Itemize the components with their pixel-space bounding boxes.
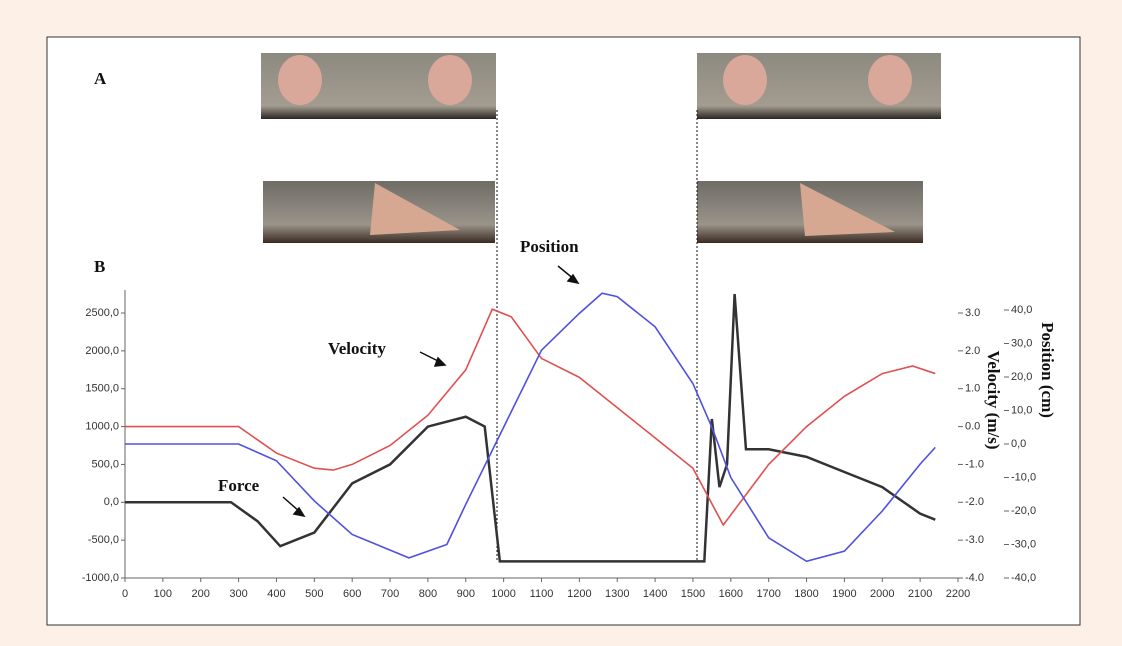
x-tick-label: 1200 xyxy=(567,588,591,600)
y-tick-label: -1000,0 xyxy=(82,572,119,584)
x-tick-label: 700 xyxy=(381,588,399,600)
y2-tick-label: 1.0 xyxy=(965,383,980,395)
y2-tick-label: 2.0 xyxy=(965,345,980,357)
x-tick-label: 300 xyxy=(229,588,247,600)
y2-tick-label: -3.0 xyxy=(965,534,984,546)
y3-label: Position (cm) xyxy=(1038,322,1057,418)
x-tick-label: 1300 xyxy=(605,588,629,600)
x-tick-label: 1800 xyxy=(794,588,818,600)
series-line xyxy=(125,293,936,563)
arrows xyxy=(282,265,580,518)
x-tick-label: 800 xyxy=(419,588,437,600)
x-tick-label: 600 xyxy=(343,588,361,600)
y-tick-label: 1500,0 xyxy=(85,383,119,395)
x-tick-label: 1500 xyxy=(681,588,705,600)
x-tick-label: 0 xyxy=(122,588,128,600)
y2-tick-label: -2.0 xyxy=(965,496,984,508)
y2-tick-label: 0.0 xyxy=(965,420,980,432)
foot xyxy=(868,55,912,105)
y2-tick-label: -1.0 xyxy=(965,458,984,470)
x-tick-label: 500 xyxy=(305,588,323,600)
x-tick-label: 1400 xyxy=(643,588,667,600)
x-tick-label: 2100 xyxy=(908,588,932,600)
y-tick-label: 500,0 xyxy=(91,458,119,470)
annotation: Position xyxy=(520,237,579,256)
y3-tick-label: 30,0 xyxy=(1011,337,1032,349)
series-line xyxy=(125,292,936,563)
y-tick-label: 2000,0 xyxy=(85,345,119,357)
foot xyxy=(428,55,472,105)
annotation: Velocity xyxy=(328,339,386,358)
y-tick-label: -500,0 xyxy=(88,534,119,546)
x-tick-label: 900 xyxy=(457,588,475,600)
x-tick-label: 400 xyxy=(267,588,285,600)
x-tick-label: 2000 xyxy=(870,588,894,600)
series-line xyxy=(125,308,936,527)
y3-tick-label: -10,0 xyxy=(1011,471,1036,483)
y3-tick-label: 10,0 xyxy=(1011,404,1032,416)
frame xyxy=(46,36,1081,626)
y3-tick-label: -40,0 xyxy=(1011,572,1036,584)
foot xyxy=(278,55,322,105)
x-tick-label: 200 xyxy=(192,588,210,600)
annotation: Force xyxy=(218,476,260,495)
y-tick-label: 2500,0 xyxy=(85,307,119,319)
y3-tick-label: 0,0 xyxy=(1011,438,1026,450)
y2-tick-label: -4.0 xyxy=(965,572,984,584)
y3-tick-label: -30,0 xyxy=(1011,538,1036,550)
y2-tick-label: 3.0 xyxy=(965,307,980,319)
y3-tick-label: 20,0 xyxy=(1011,371,1032,383)
y2-label: Velocity (m/s) xyxy=(984,351,1003,450)
y-tick-label: 1000,0 xyxy=(85,420,119,432)
x-tick-label: 1900 xyxy=(832,588,856,600)
x-tick-label: 100 xyxy=(154,588,172,600)
x-tick-label: 1700 xyxy=(756,588,780,600)
foot xyxy=(800,183,895,236)
panel-label: A xyxy=(94,69,107,88)
foot xyxy=(723,55,767,105)
y-tick-label: 0,0 xyxy=(104,496,119,508)
x-tick-label: 1600 xyxy=(719,588,743,600)
y3-tick-label: -20,0 xyxy=(1011,505,1036,517)
x-tick-label: 1000 xyxy=(491,588,515,600)
x-tick-label: 1100 xyxy=(530,588,554,600)
y3-tick-label: 40,0 xyxy=(1011,304,1032,316)
x-tick-label: 2200 xyxy=(946,588,970,600)
panel-label: B xyxy=(94,257,105,276)
foot xyxy=(370,183,460,235)
